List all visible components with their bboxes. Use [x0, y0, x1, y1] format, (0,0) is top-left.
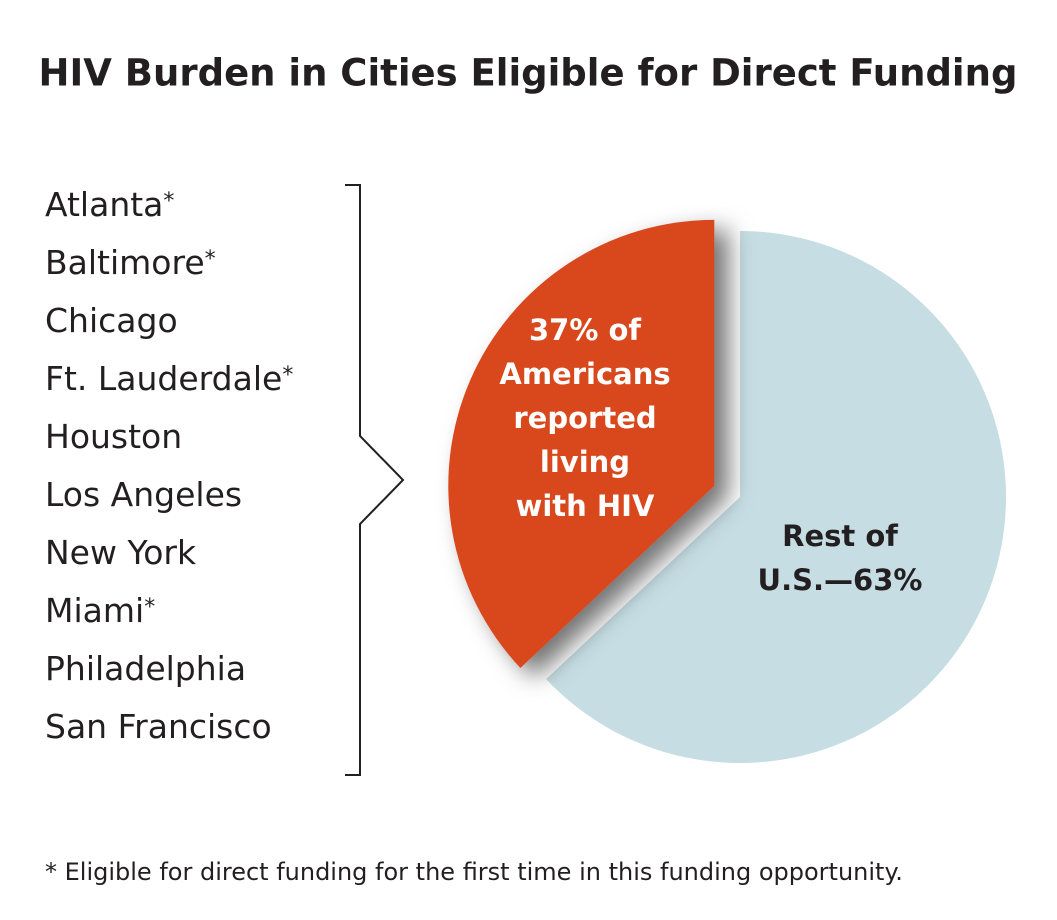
pie: 37% of Americans reported living with HIV Res… — [448, 219, 1007, 763]
pie-slice — [546, 231, 1007, 763]
city-name: Miami — [45, 591, 144, 630]
city-note: * — [144, 595, 155, 620]
footnote: * Eligible for direct funding for the fi… — [45, 858, 903, 886]
city: Atlanta* — [45, 185, 174, 224]
slice-label: reported — [513, 401, 656, 435]
city: Philadelphia — [45, 649, 246, 688]
slice-label: 37% of — [529, 313, 641, 347]
slice-label: Rest of — [782, 519, 898, 553]
pie-slice — [448, 219, 715, 668]
city: Los Angeles — [45, 475, 242, 514]
city: Baltimore* — [45, 243, 216, 282]
slice-label: Americans — [499, 357, 670, 391]
bracket — [345, 184, 405, 776]
slice-label: U.S.—63% — [758, 563, 923, 597]
city: Miami* — [45, 591, 155, 630]
city: San Francisco — [45, 707, 272, 746]
city-name: Los Angeles — [45, 475, 242, 514]
slice-label: living — [540, 445, 630, 479]
slice-label: with HIV — [516, 489, 655, 523]
city: New York — [45, 533, 197, 572]
city: Ft. Lauderdale* — [45, 359, 293, 398]
city-name: Chicago — [45, 301, 178, 340]
city-name: Atlanta — [45, 185, 163, 224]
city: Chicago — [45, 301, 178, 340]
city-name: San Francisco — [45, 707, 272, 746]
city-note: * — [205, 247, 216, 272]
city-name: Houston — [45, 417, 182, 456]
city-name: Baltimore — [45, 243, 205, 282]
city-name: Ft. Lauderdale — [45, 359, 282, 398]
city-note: * — [282, 363, 293, 388]
city-note: * — [163, 189, 174, 214]
city-name: Philadelphia — [45, 649, 246, 688]
city-name: New York — [45, 533, 197, 572]
city: Houston — [45, 417, 182, 456]
chart-title: HIV Burden in Cities Eligible for Direct… — [39, 52, 1018, 95]
